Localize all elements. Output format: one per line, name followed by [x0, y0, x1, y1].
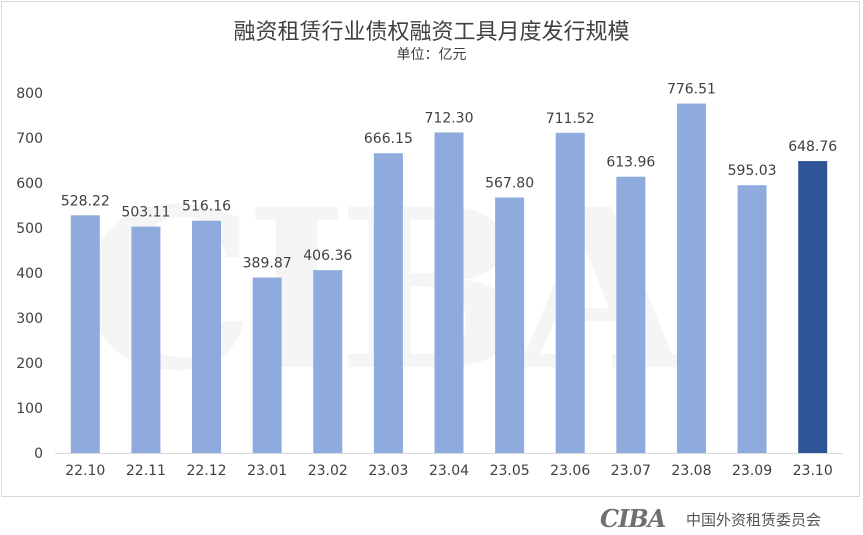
- data-label: 389.87: [243, 256, 292, 272]
- y-tick-label: 500: [16, 221, 43, 237]
- x-tick-label: 23.03: [368, 463, 408, 479]
- footer: CIBA 中国外资租赁委员会: [600, 504, 860, 533]
- footer-org-name: 中国外资租赁委员会: [686, 511, 822, 529]
- x-tick-label: 22.12: [186, 463, 226, 479]
- data-label: 648.76: [788, 139, 837, 155]
- x-tick-label: 23.07: [611, 463, 651, 479]
- bar: [555, 132, 585, 454]
- y-tick-label: 800: [16, 86, 43, 102]
- bar: [70, 215, 100, 453]
- x-tick-label: 23.05: [490, 463, 530, 479]
- ciba-logo: CIBA: [600, 504, 666, 533]
- data-label: 712.30: [425, 110, 474, 126]
- bar: [616, 176, 646, 453]
- x-tick-label: 22.10: [65, 463, 105, 479]
- bar-chart: 0 100 200 300 400 500 600 700 800 528.22 22.10 503.…: [16, 82, 843, 479]
- bar: [676, 103, 706, 454]
- bar: [131, 226, 161, 453]
- bar: [737, 185, 767, 453]
- bar: [313, 270, 343, 453]
- x-tick-label: 23.06: [550, 463, 590, 479]
- x-tick-label: 23.04: [429, 463, 469, 479]
- data-label: 711.52: [546, 111, 595, 127]
- data-label: 613.96: [606, 155, 655, 171]
- y-tick-label: 700: [16, 131, 43, 147]
- data-label: 776.51: [667, 82, 716, 98]
- y-tick-label: 200: [16, 356, 43, 372]
- x-tick-label: 23.09: [732, 463, 772, 479]
- data-label: 516.16: [182, 199, 231, 215]
- bar: [434, 132, 464, 453]
- data-label: 567.80: [485, 175, 534, 191]
- data-label: 528.22: [61, 193, 110, 209]
- data-label: 595.03: [728, 163, 777, 179]
- bar: [192, 220, 222, 453]
- bar: [495, 197, 525, 453]
- data-label: 666.15: [364, 131, 413, 147]
- y-tick-label: 600: [16, 176, 43, 192]
- x-tick-label: 23.08: [671, 463, 711, 479]
- x-tick-label: 23.10: [793, 463, 833, 479]
- x-tick-label: 23.02: [308, 463, 348, 479]
- bar: [373, 153, 403, 454]
- x-tick-label: 22.11: [126, 463, 166, 479]
- x-tick-label: 23.01: [247, 463, 287, 479]
- chart-subtitle: 单位：亿元: [396, 47, 467, 63]
- chart-title: 融资租赁行业债权融资工具月度发行规模: [233, 20, 630, 45]
- data-label: 406.36: [303, 248, 352, 264]
- y-tick-label: 0: [34, 446, 43, 462]
- bar: [798, 161, 828, 454]
- y-tick-label: 400: [16, 266, 43, 282]
- data-label: 503.11: [121, 205, 170, 221]
- bar: [252, 277, 282, 453]
- y-tick-label: 100: [16, 401, 43, 417]
- y-tick-label: 300: [16, 311, 43, 327]
